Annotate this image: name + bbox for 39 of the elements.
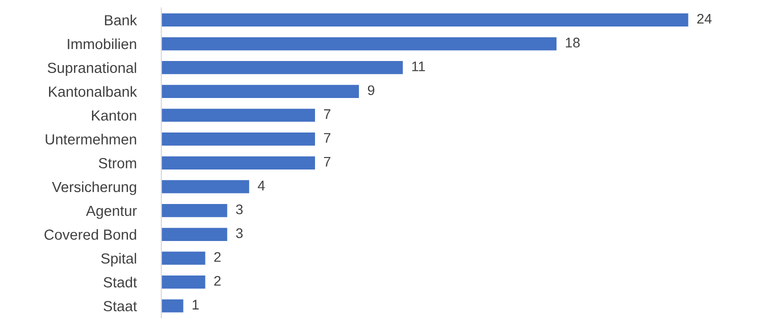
y-tick-label: Untermehmen [46, 134, 136, 145]
data-label: 1 [192, 300, 199, 310]
y-tick-label: Covered Bond [44, 229, 136, 240]
data-label: 2 [214, 252, 221, 262]
y-tick-label: Staat [104, 300, 137, 312]
y-tick-label: Agentur [86, 206, 137, 219]
bar [161, 156, 316, 170]
data-label: 24 [697, 14, 712, 24]
bar [161, 37, 557, 50]
bar [161, 108, 316, 122]
y-tick-label: Bank [104, 14, 138, 26]
data-label: 3 [236, 204, 243, 214]
data-label: 7 [324, 133, 330, 143]
y-tick-label: Versicherung [52, 181, 136, 196]
y-tick-label: Kanton [92, 110, 136, 121]
y-tick-label: Stadt [104, 276, 137, 288]
data-label: 9 [368, 85, 374, 96]
bar [161, 180, 250, 194]
data-label: 11 [412, 62, 425, 72]
data-label: 18 [566, 38, 580, 48]
bar [161, 132, 316, 146]
data-label: 4 [258, 180, 265, 190]
y-tick-label: Kantonalbank [49, 86, 138, 97]
y-tick-label: Immobilien [68, 38, 136, 50]
y-tick-label: Strom [98, 158, 136, 168]
data-label: 2 [214, 276, 221, 286]
bar [161, 299, 184, 312]
bar [161, 275, 206, 289]
bar [161, 13, 688, 26]
bar [161, 228, 228, 241]
bar [161, 252, 206, 265]
data-label: 3 [236, 228, 243, 238]
bar [161, 84, 359, 98]
data-label: 7 [324, 109, 330, 119]
data-label: 7 [324, 156, 330, 166]
bar [161, 204, 228, 218]
bar [161, 61, 403, 74]
y-tick-label: Supranational [48, 62, 136, 76]
y-tick-label: Spital [101, 252, 136, 267]
